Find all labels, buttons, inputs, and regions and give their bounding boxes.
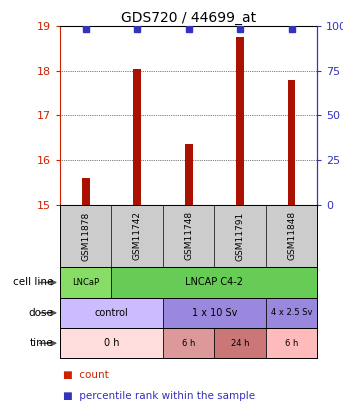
Text: 24 h: 24 h [231, 339, 249, 348]
Bar [266, 328, 317, 358]
Text: cell line: cell line [13, 277, 53, 288]
Text: 6 h: 6 h [285, 339, 298, 348]
Text: 4 x 2.5 Sv: 4 x 2.5 Sv [271, 308, 312, 318]
Text: 6 h: 6 h [182, 339, 195, 348]
Text: GSM11742: GSM11742 [133, 211, 142, 260]
Bar [214, 328, 266, 358]
Text: GSM11878: GSM11878 [81, 211, 90, 260]
Text: ■  count: ■ count [63, 370, 109, 380]
Bar [60, 328, 163, 358]
Bar [60, 267, 111, 298]
Bar [185, 144, 192, 205]
Bar [163, 298, 266, 328]
Bar [236, 37, 244, 205]
Text: control: control [95, 308, 128, 318]
Text: GSM11848: GSM11848 [287, 211, 296, 260]
Text: time: time [29, 338, 53, 348]
Text: GSM11791: GSM11791 [236, 211, 245, 260]
Bar [288, 80, 295, 205]
Text: ■  percentile rank within the sample: ■ percentile rank within the sample [63, 391, 256, 401]
Text: GSM11748: GSM11748 [184, 211, 193, 260]
Text: 1 x 10 Sv: 1 x 10 Sv [192, 308, 237, 318]
Bar [133, 68, 141, 205]
Bar [266, 298, 317, 328]
Bar [60, 298, 163, 328]
Text: 0 h: 0 h [104, 338, 119, 348]
Text: LNCaP: LNCaP [72, 278, 99, 287]
Bar [82, 178, 90, 205]
Bar [163, 328, 214, 358]
Title: GDS720 / 44699_at: GDS720 / 44699_at [121, 11, 256, 25]
Bar [111, 267, 317, 298]
Text: LNCAP C4-2: LNCAP C4-2 [185, 277, 244, 288]
Text: dose: dose [28, 308, 53, 318]
